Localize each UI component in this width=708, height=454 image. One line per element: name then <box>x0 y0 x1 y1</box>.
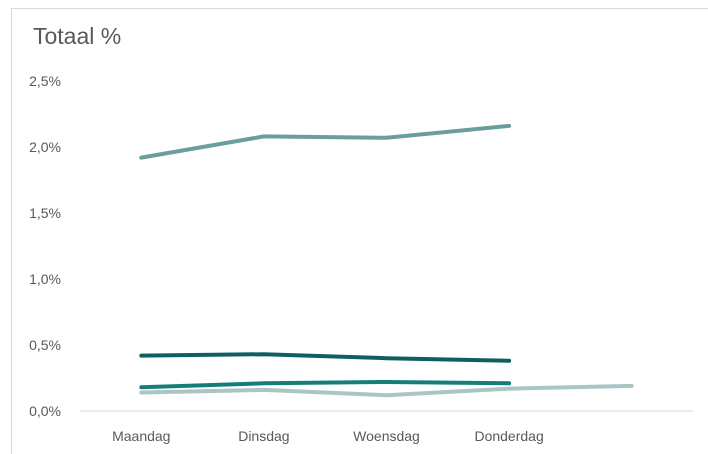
x-tick-label: Woensdag <box>353 428 420 444</box>
series-line-2 <box>139 352 512 363</box>
x-axis-ticks: Maandag Dinsdag Woensdag Donderdag <box>112 428 544 444</box>
x-tick-label: Maandag <box>112 428 170 444</box>
y-tick-label: 1,5% <box>29 205 61 221</box>
series-line-3 <box>139 380 512 390</box>
series-line-4 <box>139 383 634 398</box>
chart-frame <box>11 8 708 454</box>
y-tick-label: 2,5% <box>29 73 61 89</box>
y-tick-label: 2,0% <box>29 139 61 155</box>
y-axis-ticks: 0,0% 0,5% 1,0% 1,5% 2,0% 2,5% <box>29 73 61 419</box>
y-tick-label: 1,0% <box>29 271 61 287</box>
y-tick-label: 0,5% <box>29 337 61 353</box>
y-tick-label: 0,0% <box>29 403 61 419</box>
series-group <box>139 123 634 398</box>
x-tick-label: Donderdag <box>474 428 543 444</box>
chart-title: Totaal % <box>33 23 122 49</box>
series-line-1 <box>139 123 512 160</box>
x-tick-label: Dinsdag <box>238 428 289 444</box>
